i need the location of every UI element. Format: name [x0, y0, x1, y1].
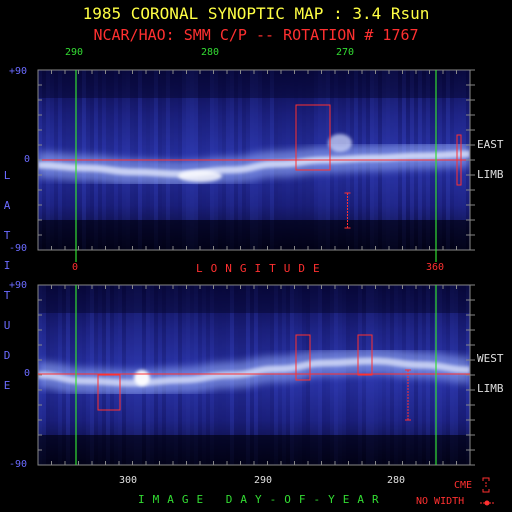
top-bright-feature [328, 134, 352, 152]
bottom-lat-label-plus90: +90 [9, 280, 28, 291]
top-cme-markers [295, 104, 462, 229]
top-bright-streamer [178, 170, 222, 182]
polar-band-south [38, 435, 470, 465]
cme-box [295, 334, 311, 381]
longitude-axis-title: LONGITUDE [196, 262, 328, 275]
east-limb-label: LIMB [477, 168, 504, 181]
legend-no-width-glyph [480, 500, 494, 506]
bottom-axis-ticks [37, 284, 475, 466]
map-texture-column [382, 285, 386, 465]
chart-title: 1985 CORONAL SYNOPTIC MAP : 3.4 Rsun [82, 4, 430, 23]
top-doy-label-270: 270 [336, 47, 355, 58]
cme-box [456, 134, 462, 186]
polar-band-south [38, 220, 470, 250]
top-doy-label-280: 280 [201, 47, 220, 58]
top-axis-ticks [37, 69, 475, 251]
top-doy-label-290: 290 [65, 47, 84, 58]
map-texture-column [374, 285, 378, 465]
bottom-streamer-belt-core [38, 357, 470, 387]
legend-no-width-label: NO WIDTH [416, 496, 465, 507]
east-label: EAST [477, 138, 504, 151]
top-panel [37, 69, 475, 262]
day-of-year-axis-title: IMAGE DAY-OF-YEAR [138, 493, 387, 506]
top-lat-label-0: 0 [24, 154, 31, 165]
legend-cme-label: CME [454, 480, 473, 491]
bottom-doy-label-280: 280 [387, 475, 406, 486]
longitude-label-360: 360 [426, 262, 445, 273]
bottom-bright-streamer [134, 370, 150, 386]
bottom-doy-label-290: 290 [254, 475, 273, 486]
bottom-doy-label-300: 300 [119, 475, 138, 486]
bottom-panel [37, 284, 475, 466]
bottom-cme-markers [97, 334, 411, 421]
chart-subtitle: NCAR/HAO: SMM C/P -- ROTATION # 1767 [93, 26, 419, 44]
cme-box [97, 374, 121, 411]
polar-band-north [38, 70, 470, 98]
map-texture-column [386, 285, 390, 465]
longitude-label-0: 0 [72, 262, 79, 273]
west-limb-label: LIMB [477, 382, 504, 395]
top-lat-label-plus90: +90 [9, 66, 28, 77]
bottom-lat-label-0: 0 [24, 368, 31, 379]
bottom-lat-label-minus90: -90 [9, 459, 28, 470]
cme-box [357, 334, 373, 376]
map-texture-column [350, 285, 354, 465]
map-texture-column [354, 285, 358, 465]
top-lat-label-minus90: -90 [9, 243, 28, 254]
west-label: WEST [477, 352, 504, 365]
polar-band-north [38, 285, 470, 313]
cme-box [295, 104, 331, 171]
map-texture-column [378, 285, 382, 465]
legend-cme-glyph [482, 477, 490, 493]
top-streamer-belt-core [38, 150, 470, 178]
